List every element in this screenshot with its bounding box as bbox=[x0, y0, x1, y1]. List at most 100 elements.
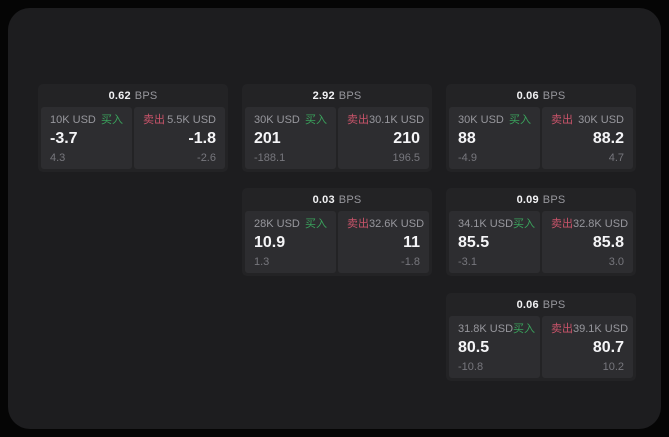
sell-quote-panel[interactable]: 卖出 39.1K USD 80.7 10.2 bbox=[542, 316, 633, 378]
buy-price: 80.5 bbox=[458, 338, 490, 356]
quote-card: 0.06 BPS 30K USD 买入 88 -4.9 卖出 30K USD 8… bbox=[446, 84, 636, 172]
buy-panel-top-row: 31.8K USD 买入 bbox=[458, 323, 535, 336]
quote-card-body: 30K USD 买入 201 -188.1 卖出 30.1K USD 210 1… bbox=[242, 107, 432, 172]
sell-side-label: 卖出 bbox=[551, 323, 573, 335]
quote-card-body: 10K USD 买入 -3.7 4.3 卖出 5.5K USD -1.8 -2.… bbox=[38, 107, 228, 172]
buy-sub-value: -10.8 bbox=[458, 361, 484, 374]
sell-sub-value: -1.8 bbox=[401, 256, 420, 269]
quote-card: 0.09 BPS 34.1K USD 买入 85.5 -3.1 卖出 32.8K… bbox=[446, 188, 636, 276]
sell-price: 210 bbox=[393, 129, 420, 147]
sell-sub-value: 4.7 bbox=[608, 152, 624, 165]
buy-price: 88 bbox=[458, 129, 476, 147]
sell-panel-top-row: 卖出 32.8K USD bbox=[551, 218, 628, 231]
bps-value: 0.06 bbox=[516, 298, 539, 311]
buy-amount: 28K USD bbox=[254, 218, 300, 230]
sell-amount: 32.6K USD bbox=[369, 218, 425, 230]
buy-sub-value: -3.1 bbox=[458, 256, 477, 269]
sell-panel-top-row: 卖出 5.5K USD bbox=[143, 114, 216, 127]
bps-value: 0.62 bbox=[108, 89, 131, 102]
buy-amount: 34.1K USD bbox=[458, 218, 514, 230]
sell-side-label: 卖出 bbox=[551, 218, 573, 230]
buy-panel-top-row: 10K USD 买入 bbox=[50, 114, 123, 127]
bps-unit-label: BPS bbox=[542, 89, 566, 102]
buy-quote-panel[interactable]: 30K USD 买入 201 -188.1 bbox=[245, 107, 336, 169]
buy-quote-panel[interactable]: 10K USD 买入 -3.7 4.3 bbox=[41, 107, 132, 169]
sell-quote-panel[interactable]: 卖出 30K USD 88.2 4.7 bbox=[542, 107, 633, 169]
buy-sub-value: -4.9 bbox=[458, 152, 477, 165]
bps-value: 0.09 bbox=[516, 193, 539, 206]
sell-price: 85.8 bbox=[592, 233, 624, 251]
buy-side-label: 买入 bbox=[305, 218, 327, 230]
sell-side-label: 卖出 bbox=[551, 114, 573, 126]
bps-unit-label: BPS bbox=[134, 89, 158, 102]
buy-side-label: 买入 bbox=[509, 114, 531, 126]
quote-card: 2.92 BPS 30K USD 买入 201 -188.1 卖出 30.1K … bbox=[242, 84, 432, 172]
quote-card-header: 0.09 BPS bbox=[446, 188, 636, 211]
sell-amount: 39.1K USD bbox=[573, 323, 629, 335]
quote-card-header: 0.03 BPS bbox=[242, 188, 432, 211]
quote-card-header: 0.06 BPS bbox=[446, 84, 636, 107]
buy-quote-panel[interactable]: 31.8K USD 买入 80.5 -10.8 bbox=[449, 316, 540, 378]
buy-side-label: 买入 bbox=[513, 323, 536, 335]
sell-side-label: 卖出 bbox=[143, 114, 165, 126]
quote-card: 0.03 BPS 28K USD 买入 10.9 1.3 卖出 32.6K US… bbox=[242, 188, 432, 276]
quote-card-header: 0.06 BPS bbox=[446, 293, 636, 316]
quote-card-header: 0.62 BPS bbox=[38, 84, 228, 107]
buy-side-label: 买入 bbox=[513, 218, 536, 230]
bps-unit-label: BPS bbox=[542, 298, 566, 311]
sell-panel-top-row: 卖出 30K USD bbox=[551, 114, 624, 127]
sell-sub-value: 3.0 bbox=[608, 256, 624, 269]
buy-quote-panel[interactable]: 30K USD 买入 88 -4.9 bbox=[449, 107, 540, 169]
sell-side-label: 卖出 bbox=[347, 114, 369, 126]
quote-card-body: 31.8K USD 买入 80.5 -10.8 卖出 39.1K USD 80.… bbox=[446, 316, 636, 381]
sell-panel-top-row: 卖出 32.6K USD bbox=[347, 218, 424, 231]
sell-quote-panel[interactable]: 卖出 5.5K USD -1.8 -2.6 bbox=[134, 107, 225, 169]
buy-sub-value: -188.1 bbox=[254, 152, 286, 165]
sell-price: 88.2 bbox=[592, 129, 624, 147]
sell-amount: 30K USD bbox=[578, 114, 624, 126]
buy-side-label: 买入 bbox=[101, 114, 123, 126]
bps-value: 0.06 bbox=[516, 89, 539, 102]
buy-price: 85.5 bbox=[458, 233, 490, 251]
buy-panel-top-row: 30K USD 买入 bbox=[254, 114, 327, 127]
sell-panel-top-row: 卖出 39.1K USD bbox=[551, 323, 628, 336]
sell-amount: 32.8K USD bbox=[573, 218, 629, 230]
buy-panel-top-row: 30K USD 买入 bbox=[458, 114, 531, 127]
buy-price: 201 bbox=[254, 129, 281, 147]
bps-unit-label: BPS bbox=[338, 89, 362, 102]
bps-unit-label: BPS bbox=[542, 193, 566, 206]
sell-amount: 5.5K USD bbox=[167, 114, 216, 126]
sell-sub-value: -2.6 bbox=[197, 152, 216, 165]
sell-price: 11 bbox=[403, 233, 420, 251]
buy-price: 10.9 bbox=[254, 233, 286, 251]
buy-sub-value: 1.3 bbox=[254, 256, 270, 269]
quote-board: 0.62 BPS 10K USD 买入 -3.7 4.3 卖出 5.5K USD… bbox=[8, 8, 661, 429]
sell-panel-top-row: 卖出 30.1K USD bbox=[347, 114, 424, 127]
sell-price: 80.7 bbox=[592, 338, 624, 356]
buy-amount: 31.8K USD bbox=[458, 323, 514, 335]
buy-amount: 30K USD bbox=[458, 114, 504, 126]
sell-amount: 30.1K USD bbox=[369, 114, 425, 126]
sell-quote-panel[interactable]: 卖出 32.6K USD 11 -1.8 bbox=[338, 211, 429, 273]
buy-side-label: 买入 bbox=[305, 114, 327, 126]
sell-quote-panel[interactable]: 卖出 30.1K USD 210 196.5 bbox=[338, 107, 429, 169]
quote-card-body: 30K USD 买入 88 -4.9 卖出 30K USD 88.2 4.7 bbox=[446, 107, 636, 172]
buy-quote-panel[interactable]: 34.1K USD 买入 85.5 -3.1 bbox=[449, 211, 540, 273]
sell-sub-value: 196.5 bbox=[392, 152, 420, 165]
bps-unit-label: BPS bbox=[338, 193, 362, 206]
bps-value: 0.03 bbox=[312, 193, 335, 206]
buy-amount: 30K USD bbox=[254, 114, 300, 126]
sell-sub-value: 10.2 bbox=[602, 361, 624, 374]
quote-card-header: 2.92 BPS bbox=[242, 84, 432, 107]
sell-quote-panel[interactable]: 卖出 32.8K USD 85.8 3.0 bbox=[542, 211, 633, 273]
quote-card: 0.06 BPS 31.8K USD 买入 80.5 -10.8 卖出 39.1… bbox=[446, 293, 636, 381]
sell-price: -1.8 bbox=[188, 129, 216, 147]
buy-price: -3.7 bbox=[50, 129, 78, 147]
buy-panel-top-row: 34.1K USD 买入 bbox=[458, 218, 535, 231]
quote-card-body: 34.1K USD 买入 85.5 -3.1 卖出 32.8K USD 85.8… bbox=[446, 211, 636, 276]
buy-amount: 10K USD bbox=[50, 114, 96, 126]
buy-quote-panel[interactable]: 28K USD 买入 10.9 1.3 bbox=[245, 211, 336, 273]
sell-side-label: 卖出 bbox=[347, 218, 369, 230]
quote-card: 0.62 BPS 10K USD 买入 -3.7 4.3 卖出 5.5K USD… bbox=[38, 84, 228, 172]
buy-sub-value: 4.3 bbox=[50, 152, 66, 165]
